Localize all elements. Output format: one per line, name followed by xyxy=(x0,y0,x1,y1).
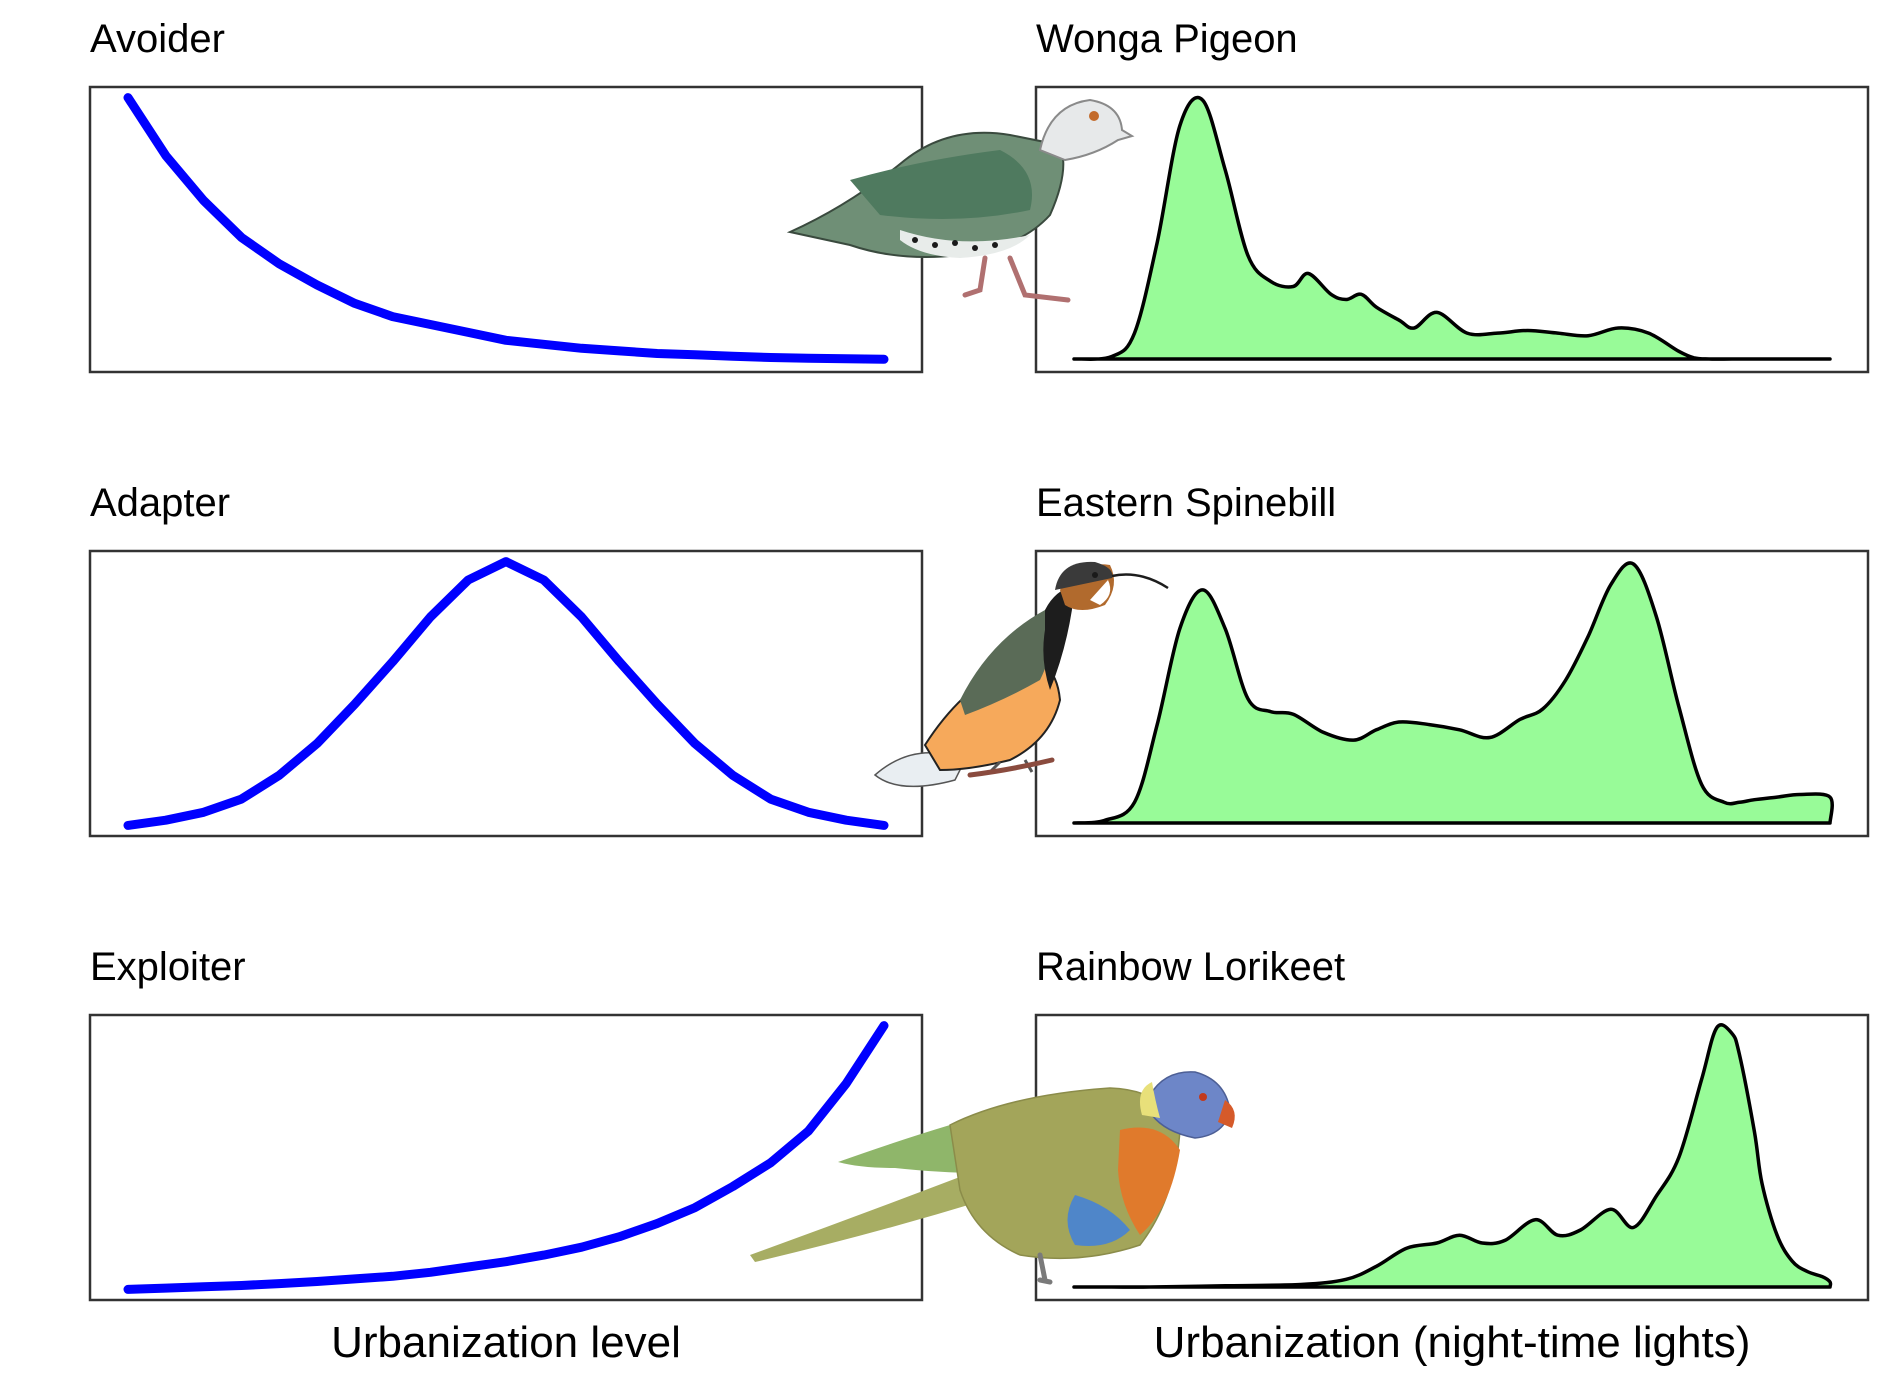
panel-adapter: Adapter xyxy=(88,481,924,838)
eastern-spinebill-illustration xyxy=(873,561,1169,788)
density-area xyxy=(1072,95,1832,361)
density-area xyxy=(1072,561,1834,825)
response-curve xyxy=(123,1021,889,1294)
panel-title-exploiter: Exploiter xyxy=(90,945,246,989)
panel-title-wonga-pigeon: Wonga Pigeon xyxy=(1036,17,1298,61)
panel-frame xyxy=(88,549,924,838)
panel-title-avoider: Avoider xyxy=(90,17,225,61)
response-curve xyxy=(123,557,889,830)
panel-wonga-pigeon: Wonga Pigeon xyxy=(1034,17,1870,374)
wonga-pigeon-illustration xyxy=(786,98,1135,303)
panel-exploiter: Exploiter xyxy=(88,945,924,1302)
panel-avoider: Avoider xyxy=(88,17,924,374)
x-axis-title-left: Urbanization level xyxy=(331,1318,681,1367)
response-curve xyxy=(123,93,889,364)
x-axis-title-right: Urbanization (night-time lights) xyxy=(1154,1318,1751,1367)
rainbow-lorikeet-illustration xyxy=(750,1071,1235,1285)
density-area xyxy=(1072,1023,1833,1289)
panel-frame xyxy=(1034,85,1870,374)
panel-title-eastern-spinebill: Eastern Spinebill xyxy=(1036,481,1336,525)
panel-title-adapter: Adapter xyxy=(90,481,230,525)
panel-eastern-spinebill: Eastern Spinebill xyxy=(1034,481,1870,838)
panel-title-rainbow-lorikeet: Rainbow Lorikeet xyxy=(1036,945,1345,989)
